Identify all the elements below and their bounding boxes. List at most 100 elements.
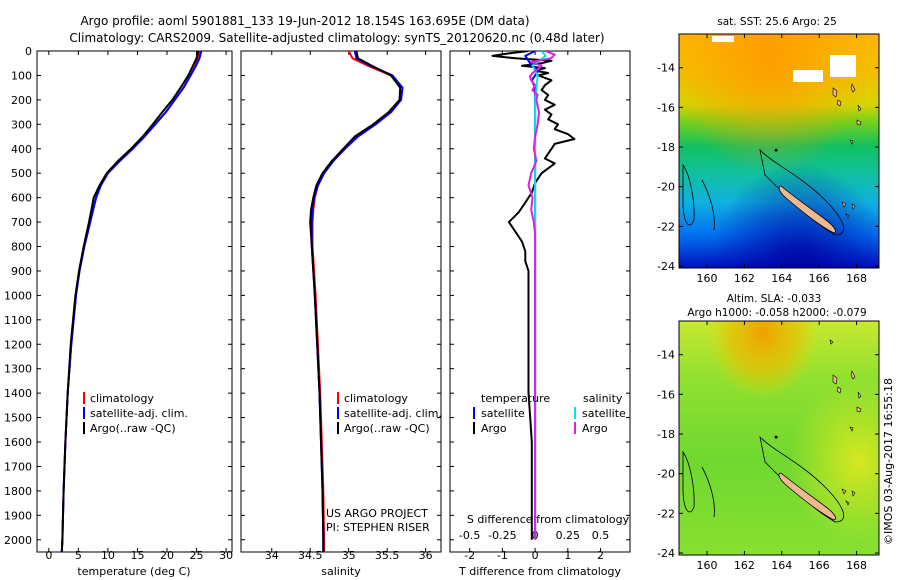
sla-islands-vanuatu	[829, 339, 862, 432]
legend-label-climatology: climatology	[344, 392, 408, 405]
sla-islands-loyalty	[841, 488, 856, 506]
sst-islands-loyalty	[841, 201, 856, 219]
x2-tick-label: -0.5	[459, 529, 480, 542]
depth-tick-label: 1900	[4, 509, 32, 522]
temperature-line-black	[60, 51, 200, 552]
depth-tick-label: 100	[11, 69, 32, 82]
legend-label-argo: Argo(..raw -QC)	[90, 422, 176, 435]
map-lon-label: 168	[846, 272, 867, 285]
depth-tick-label: 1000	[4, 289, 32, 302]
sla-map-frame	[678, 320, 880, 556]
x2-tick-label: -0.25	[488, 529, 516, 542]
x-tick-label: 2	[597, 549, 604, 562]
title-line1: Argo profile: aoml 5901881_133 19-Jun-20…	[80, 14, 529, 28]
temperature-x-axis: 0 5 10 15 20 25 30	[45, 51, 233, 562]
depth-tick-label: 400	[11, 143, 32, 156]
argo-position-marker	[774, 435, 778, 439]
depth-tick-label: 1400	[4, 387, 32, 400]
sla-depth-contour	[682, 450, 695, 513]
x-tick-label: 5	[75, 549, 82, 562]
temperature-legend: climatology satellite-adj. clim. Argo(..…	[83, 392, 188, 435]
map-lat-label: -22	[657, 507, 675, 520]
sla-high-patch	[679, 321, 879, 555]
x-tick-label: 35	[342, 549, 356, 562]
sst-map-axes: 160 162 164 166 168 -14 -16 -18 -20 -22 -24	[657, 34, 879, 285]
depth-tick-label: 1300	[4, 363, 32, 376]
legend-label-t-argo: Argo	[481, 422, 507, 435]
sst-missing-data	[830, 55, 856, 77]
map-lat-label: -14	[657, 349, 675, 362]
x-tick-label: 36	[419, 549, 433, 562]
map-lon-label: 166	[809, 272, 830, 285]
x-tick-label: 34	[265, 549, 279, 562]
legend-label-climatology: climatology	[90, 392, 154, 405]
sst-island-new-caledonia	[778, 185, 836, 234]
legend-label-satellite-adj: satellite-adj. clim.	[90, 407, 188, 420]
t-difference-axis-label: T difference from climatology	[458, 565, 621, 578]
legend-label-s-argo: Argo	[582, 422, 608, 435]
s-difference-axis-label: S difference from climatology	[467, 513, 630, 526]
x-tick-label: 10	[101, 549, 115, 562]
salinity-line-black	[309, 51, 402, 552]
map-lon-label: 168	[846, 559, 867, 572]
map-lat-label: -22	[657, 220, 675, 233]
map-lon-label: 160	[697, 559, 718, 572]
depth-tick-label: 1800	[4, 485, 32, 498]
x-tick-label: 20	[160, 549, 174, 562]
legend-title-salinity: salinity	[583, 392, 623, 405]
depth-tick-label: 700	[11, 216, 32, 229]
sla-map	[678, 320, 880, 556]
sst-missing-data	[712, 36, 734, 42]
sst-depth-contour	[701, 179, 715, 231]
sla-map-axes: 160 162 164 166 168 -14 -16 -18 -20 -22 -24	[657, 321, 879, 572]
depth-tick-label: 600	[11, 192, 32, 205]
depth-tick-label: 500	[11, 167, 32, 180]
difference-plot-frame	[449, 50, 631, 553]
depth-tick-label: 1100	[4, 314, 32, 327]
temperature-axis-label: temperature (deg C)	[77, 565, 190, 578]
x-tick-label: 34.5	[298, 549, 323, 562]
map-lat-label: -16	[657, 388, 675, 401]
temperature-line-red	[60, 51, 201, 552]
title-line2: Climatology: CARS2009. Satellite-adjuste…	[69, 31, 604, 45]
temperature-profiles	[60, 51, 203, 552]
map-lon-label: 166	[809, 559, 830, 572]
x2-tick-label: 0.5	[592, 529, 610, 542]
temperature-line-blue	[60, 51, 203, 552]
depth-tick-label: 2000	[4, 534, 32, 547]
argo-position-marker	[774, 148, 778, 152]
depth-tick-label: 900	[11, 265, 32, 278]
legend-label-argo: Argo(..raw -QC)	[344, 422, 430, 435]
sst-map-frame	[678, 33, 880, 269]
x-tick-label: -1	[497, 549, 508, 562]
s-difference-line-magenta	[527, 51, 556, 540]
x-tick-label: -2	[464, 549, 475, 562]
map-lat-label: -24	[657, 260, 675, 273]
map-lat-label: -14	[657, 62, 675, 75]
map-lat-label: -20	[657, 468, 675, 481]
salinity-x-axis: 34 34.5 35 35.5 36	[265, 51, 433, 562]
salinity-line-red	[311, 51, 404, 552]
sst-map-title: sat. SST: 25.6 Argo: 25	[717, 16, 837, 28]
sst-map	[678, 33, 880, 269]
salinity-profiles	[309, 51, 404, 552]
depth-tick-label: 0	[25, 45, 32, 58]
map-lon-label: 162	[734, 272, 755, 285]
legend-label-t-satellite: satellite	[481, 407, 525, 420]
map-lat-label: -20	[657, 181, 675, 194]
x-tick-label: 0	[532, 549, 539, 562]
legend-label-satellite-adj: satellite-adj. clim.	[344, 407, 442, 420]
x-tick-label: 30	[219, 549, 233, 562]
x-tick-label: 1	[564, 549, 571, 562]
depth-axis: 0 100 200 300 400 500 600 700 800 900 1000 1100 1200…	[4, 45, 630, 547]
map-lon-label: 160	[697, 272, 718, 285]
sst-islands-vanuatu	[832, 83, 862, 145]
map-lon-label: 164	[771, 272, 792, 285]
map-lon-label: 164	[771, 559, 792, 572]
t-difference-line-black	[491, 51, 576, 540]
x-tick-label: 0	[45, 549, 52, 562]
sla-map-title: Altim. SLA: -0.033	[727, 293, 822, 305]
map-lon-label: 162	[734, 559, 755, 572]
x-tick-label: 25	[190, 549, 204, 562]
